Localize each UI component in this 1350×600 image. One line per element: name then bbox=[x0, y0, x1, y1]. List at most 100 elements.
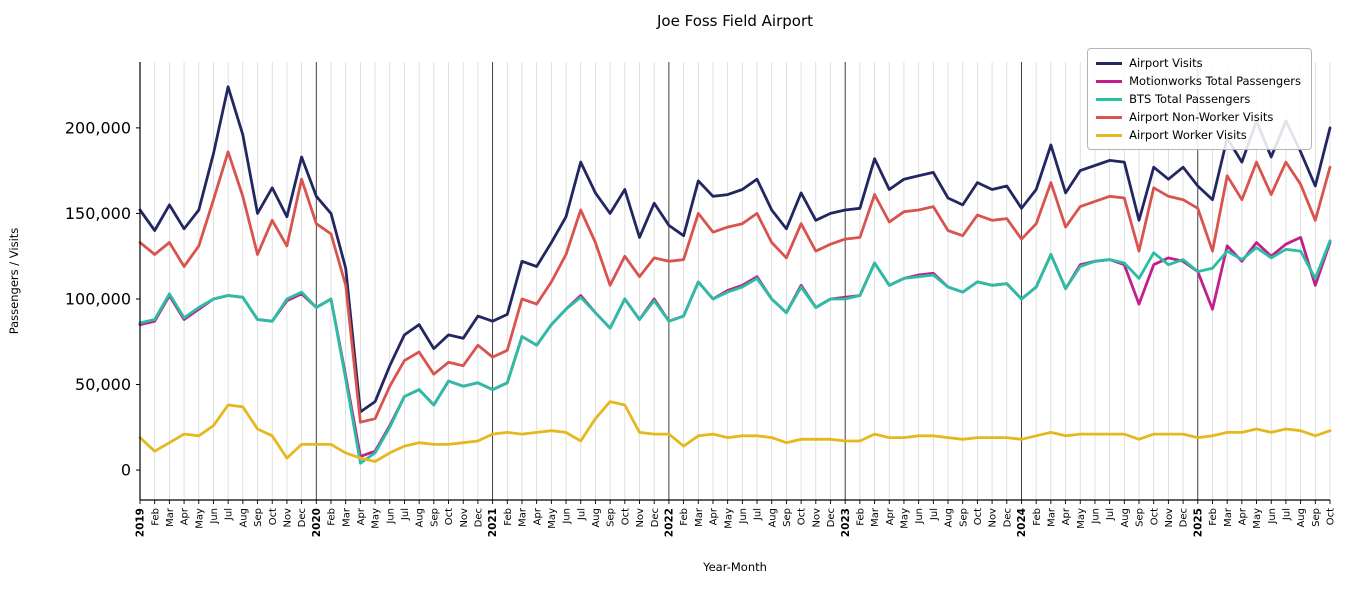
chart-title: Joe Foss Field Airport bbox=[657, 12, 813, 30]
x-tick-month-label: Jun bbox=[1267, 508, 1278, 525]
x-tick-month-label: Apr bbox=[532, 507, 543, 525]
x-tick-month-label: Aug bbox=[767, 508, 778, 528]
x-tick-month-label: Feb bbox=[1208, 508, 1219, 526]
x-tick-month-label: Dec bbox=[297, 508, 308, 527]
series-line-bts-total-passengers bbox=[138, 239, 1332, 465]
legend-item-airport-visits: Airport Visits bbox=[1096, 56, 1301, 70]
x-tick-year-label: 2024 bbox=[1016, 508, 1028, 537]
legend-item-airport-worker-visits: Airport Worker Visits bbox=[1096, 128, 1301, 142]
x-tick-month-label: Aug bbox=[944, 508, 955, 528]
legend-item-airport-non-worker-visits: Airport Non-Worker Visits bbox=[1096, 110, 1301, 124]
series-line-airport-non-worker-visits bbox=[138, 150, 1332, 424]
x-tick-month-label: Sep bbox=[606, 508, 617, 527]
x-tick-month-label: May bbox=[1076, 508, 1087, 529]
x-tick-month-label: Sep bbox=[1311, 508, 1322, 527]
y-tick-label: 0 bbox=[121, 461, 131, 480]
x-tick-month-label: May bbox=[547, 508, 558, 529]
legend-label: Airport Visits bbox=[1129, 56, 1203, 70]
x-tick-month-label: Jul bbox=[400, 508, 411, 521]
x-tick-month-label: Jun bbox=[1091, 508, 1102, 525]
legend-swatch bbox=[1096, 133, 1123, 137]
x-tick-month-label: Mar bbox=[165, 507, 176, 527]
x-tick-month-label: Apr bbox=[356, 507, 367, 525]
x-tick-month-label: Nov bbox=[811, 508, 822, 528]
x-tick-month-label: Feb bbox=[327, 508, 338, 526]
x-tick-month-label: Dec bbox=[650, 508, 661, 527]
legend-label: Airport Non-Worker Visits bbox=[1129, 110, 1274, 124]
x-tick-month-label: Sep bbox=[253, 508, 264, 527]
x-tick-month-label: Jul bbox=[1282, 508, 1293, 521]
legend-label: Airport Worker Visits bbox=[1129, 128, 1247, 142]
x-tick-month-label: Nov bbox=[283, 508, 294, 528]
x-tick-month-label: Apr bbox=[1237, 507, 1248, 525]
x-tick-month-label: Aug bbox=[1120, 508, 1131, 528]
legend-label: Motionworks Total Passengers bbox=[1129, 74, 1301, 88]
x-tick-month-label: Feb bbox=[855, 508, 866, 526]
x-tick-month-label: Nov bbox=[459, 508, 470, 528]
x-tick-month-label: Sep bbox=[782, 508, 793, 527]
x-tick-month-label: Dec bbox=[826, 508, 837, 527]
x-tick-month-label: Jul bbox=[929, 508, 940, 521]
x-tick-month-label: Dec bbox=[1002, 508, 1013, 527]
x-tick-month-label: Apr bbox=[180, 507, 191, 525]
x-tick-month-label: Apr bbox=[1061, 507, 1072, 525]
y-tick-label: 200,000 bbox=[65, 118, 131, 137]
legend: Airport Visits Motionworks Total Passenge… bbox=[1087, 48, 1312, 150]
x-tick-month-label: Sep bbox=[429, 508, 440, 527]
y-tick-label: 150,000 bbox=[65, 204, 131, 223]
legend-label: BTS Total Passengers bbox=[1129, 92, 1251, 106]
x-tick-month-label: May bbox=[194, 508, 205, 529]
legend-item-bts-total-passengers: BTS Total Passengers bbox=[1096, 92, 1301, 106]
x-tick-month-label: Jul bbox=[224, 508, 235, 521]
x-tick-month-label: Jun bbox=[914, 508, 925, 525]
x-tick-year-label: 2019 bbox=[135, 508, 147, 537]
x-tick-month-label: Jul bbox=[1105, 508, 1116, 521]
x-axis-label: Year-Month bbox=[703, 560, 767, 574]
x-tick-month-label: Aug bbox=[415, 508, 426, 528]
x-tick-month-label: Sep bbox=[958, 508, 969, 527]
x-tick-month-label: Jun bbox=[385, 508, 396, 525]
x-tick-year-label: 2023 bbox=[840, 508, 852, 537]
x-tick-month-label: Apr bbox=[709, 507, 720, 525]
x-tick-month-label: Aug bbox=[1296, 508, 1307, 528]
x-tick-month-label: Jul bbox=[753, 508, 764, 521]
y-axis-label: Passengers / Visits bbox=[7, 227, 21, 335]
x-tick-month-label: Feb bbox=[150, 508, 161, 526]
x-tick-month-label: May bbox=[900, 508, 911, 529]
x-tick-year-label: 2020 bbox=[311, 508, 323, 537]
x-tick-month-label: Oct bbox=[268, 508, 279, 525]
x-tick-month-label: Sep bbox=[1135, 508, 1146, 527]
x-tick-month-label: Jun bbox=[209, 508, 220, 525]
x-tick-month-label: Dec bbox=[1179, 508, 1190, 527]
legend-item-motionworks-total-passengers: Motionworks Total Passengers bbox=[1096, 74, 1301, 88]
x-tick-month-label: Jun bbox=[562, 508, 573, 525]
x-tick-month-label: Oct bbox=[797, 508, 808, 525]
x-tick-year-label: 2021 bbox=[487, 508, 499, 537]
x-tick-month-label: Feb bbox=[1032, 508, 1043, 526]
x-tick-month-label: Oct bbox=[973, 508, 984, 525]
legend-swatch bbox=[1096, 61, 1123, 65]
x-tick-month-label: Dec bbox=[474, 508, 485, 527]
legend-swatch bbox=[1096, 115, 1123, 119]
series-line-airport-worker-visits bbox=[138, 400, 1332, 463]
x-tick-month-label: Aug bbox=[591, 508, 602, 528]
y-tick-label: 50,000 bbox=[75, 375, 131, 394]
x-tick-month-label: Oct bbox=[1326, 508, 1337, 525]
x-tick-month-label: Jun bbox=[738, 508, 749, 525]
x-tick-month-label: Jul bbox=[576, 508, 587, 521]
x-tick-month-label: Mar bbox=[518, 507, 529, 527]
x-tick-month-label: Aug bbox=[238, 508, 249, 528]
series-line-airport-visits bbox=[138, 85, 1332, 414]
series-line-motionworks-total-passengers bbox=[138, 235, 1332, 458]
legend-swatch bbox=[1096, 79, 1123, 83]
x-tick-year-label: 2022 bbox=[663, 508, 675, 537]
x-tick-month-label: May bbox=[723, 508, 734, 529]
x-tick-month-label: Oct bbox=[620, 508, 631, 525]
x-tick-month-label: Nov bbox=[988, 508, 999, 528]
y-tick-label: 100,000 bbox=[65, 289, 131, 308]
x-tick-month-label: Feb bbox=[679, 508, 690, 526]
x-tick-month-label: Feb bbox=[503, 508, 514, 526]
x-tick-month-label: Mar bbox=[694, 507, 705, 527]
x-tick-month-label: Mar bbox=[870, 507, 881, 527]
